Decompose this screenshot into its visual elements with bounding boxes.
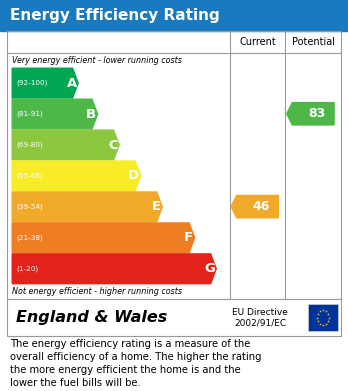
Text: 2002/91/EC: 2002/91/EC: [234, 319, 286, 328]
Text: The energy efficiency rating is a measure of the
overall efficiency of a home. T: The energy efficiency rating is a measur…: [10, 339, 262, 388]
Polygon shape: [12, 254, 216, 284]
Text: Not energy efficient - higher running costs: Not energy efficient - higher running co…: [12, 287, 182, 296]
Text: Energy Efficiency Rating: Energy Efficiency Rating: [10, 8, 220, 23]
Text: 46: 46: [252, 200, 270, 213]
Text: E: E: [152, 201, 161, 213]
Text: (1-20): (1-20): [16, 265, 39, 272]
Text: A: A: [66, 77, 77, 90]
Text: (39-54): (39-54): [16, 204, 43, 210]
Text: F: F: [184, 231, 193, 244]
Polygon shape: [287, 102, 334, 125]
Polygon shape: [231, 196, 278, 218]
Bar: [0, 0, 348, 31]
Text: C: C: [108, 138, 118, 151]
Polygon shape: [12, 223, 195, 253]
Text: Current: Current: [239, 37, 276, 47]
Polygon shape: [12, 99, 97, 129]
Bar: [7, 31, 341, 299]
Text: (81-91): (81-91): [16, 111, 43, 117]
Bar: [7, 299, 341, 336]
Text: EU Directive: EU Directive: [232, 308, 288, 317]
Text: G: G: [204, 262, 215, 275]
Polygon shape: [12, 130, 119, 160]
Text: Very energy efficient - lower running costs: Very energy efficient - lower running co…: [12, 56, 182, 65]
Polygon shape: [12, 68, 78, 98]
Text: (21-38): (21-38): [16, 235, 43, 241]
Text: England & Wales: England & Wales: [16, 310, 167, 325]
Text: 83: 83: [308, 107, 325, 120]
Text: (92-100): (92-100): [16, 80, 48, 86]
Text: D: D: [128, 169, 139, 183]
Bar: [308, 304, 338, 331]
Text: (69-80): (69-80): [16, 142, 43, 148]
Polygon shape: [12, 161, 141, 191]
Text: B: B: [86, 108, 96, 120]
Text: Potential: Potential: [292, 37, 335, 47]
Text: (55-68): (55-68): [16, 173, 43, 179]
Polygon shape: [12, 192, 162, 222]
